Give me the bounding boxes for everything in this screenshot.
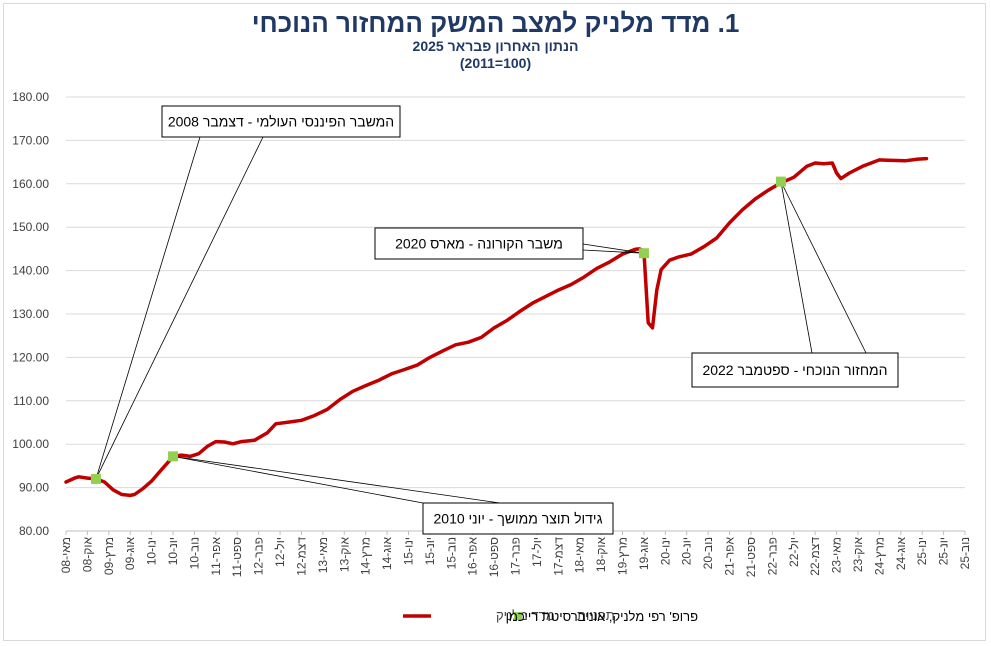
- x-tick-label: ספט-21: [744, 537, 758, 577]
- annotation-leader-line: [95, 136, 264, 480]
- chart-subtitle-base: (100=2011): [459, 55, 532, 71]
- annotation-leader-line: [780, 181, 813, 354]
- x-tick-label: מאי-13: [316, 537, 330, 573]
- x-tick-label: אוג-19: [637, 537, 651, 571]
- x-tick-label: דצמ-12: [294, 537, 308, 576]
- x-tick-label: דצמ-22: [808, 537, 822, 576]
- annotation-box: [374, 227, 584, 260]
- x-tick-label: יונ-20: [680, 537, 694, 565]
- chart-subtitle: הנתון האחרון פבראר 2025: [412, 38, 579, 54]
- x-tick-label: פבר-22: [765, 537, 779, 575]
- y-tick-label: 150.00: [12, 220, 49, 234]
- x-tick-label: ספט-16: [487, 537, 501, 577]
- x-tick-label: פבר-12: [252, 537, 266, 575]
- credit-text: פרופ' רפי מלניק, אוניברסיטת רייכמן: [505, 609, 698, 624]
- x-tick-label: אפר-16: [466, 537, 480, 576]
- turning-point-marker: [638, 248, 649, 259]
- x-tick-label: אוג-09: [123, 537, 137, 571]
- legend-series-label: מדד מלניק: [496, 608, 555, 623]
- x-tick-label: נוב-25: [958, 537, 972, 569]
- y-tick-label: 90.00: [19, 481, 49, 495]
- x-tick-label: אוק-08: [80, 537, 94, 573]
- annotation-text: המחזור הנוכחי - ספטמבר 2022: [702, 362, 887, 378]
- y-tick-label: 130.00: [12, 307, 49, 321]
- annotation-leader-line: [582, 249, 644, 254]
- y-tick-label: 160.00: [12, 177, 49, 191]
- y-tick-label: 120.00: [12, 350, 49, 364]
- y-tick-label: 180.00: [12, 90, 49, 104]
- chart-title: 1. מדד מלניק למצב המשק המחזור הנוכחי: [251, 8, 740, 38]
- x-tick-label: יונ-10: [166, 537, 180, 565]
- x-tick-label: יול-22: [787, 537, 801, 567]
- legend-marker-label: תפניות: [577, 608, 615, 623]
- x-tick-label: פבר-17: [509, 537, 523, 575]
- x-tick-label: אפר-11: [209, 537, 223, 576]
- x-tick-label: מרץ-24: [872, 537, 886, 575]
- annotation-text: המשבר הפיננסי העולמי - דצמבר 2008: [168, 114, 394, 130]
- x-tick-label: ינו-15: [401, 537, 415, 565]
- x-tick-label: אוק-23: [851, 537, 865, 573]
- x-tick-label: מרץ-09: [102, 537, 116, 575]
- annotation-leader-line: [172, 455, 424, 504]
- turning-point-marker: [775, 176, 786, 187]
- annotation-box: [161, 105, 401, 138]
- x-tick-label: יונ-25: [937, 537, 951, 565]
- x-tick-label: מאי-08: [59, 537, 73, 573]
- y-tick-label: 80.00: [19, 524, 49, 538]
- x-tick-label: ינו-10: [145, 537, 159, 565]
- series-line-melnick-index: [64, 156, 929, 498]
- y-tick-label: 170.00: [12, 133, 49, 147]
- chart-frame: [3, 3, 986, 641]
- x-tick-label: יול-12: [273, 537, 287, 567]
- x-tick-label: מאי-18: [573, 537, 587, 573]
- x-tick-label: נוב-15: [444, 537, 458, 569]
- x-tick-label: אפר-21: [723, 537, 737, 576]
- annotation-text: גידול תוצר ממושך - יוני 2010: [434, 511, 603, 527]
- turning-point-marker: [90, 473, 101, 484]
- x-tick-label: אוג-14: [380, 537, 394, 571]
- x-tick-label: נוב-10: [187, 537, 201, 569]
- x-tick-label: אוג-24: [894, 537, 908, 571]
- annotation-leader-line: [172, 455, 501, 504]
- x-tick-label: ספט-11: [230, 537, 244, 577]
- y-tick-label: 100.00: [12, 437, 49, 451]
- x-tick-label: ינו-25: [915, 537, 929, 565]
- x-tick-label: ינו-20: [658, 537, 672, 565]
- y-tick-label: 140.00: [12, 264, 49, 278]
- x-tick-label: אוק-13: [337, 537, 351, 573]
- annotation-box: [422, 502, 614, 535]
- annotation-text: משבר הקורונה - מארס 2020: [395, 236, 563, 252]
- x-tick-label: מרץ-14: [359, 537, 373, 575]
- annotation-leader-line: [95, 136, 201, 480]
- x-tick-label: מאי-23: [830, 537, 844, 573]
- x-tick-label: אוק-18: [594, 537, 608, 573]
- x-tick-label: מרץ-19: [616, 537, 630, 575]
- turning-point-marker: [168, 451, 179, 462]
- annotation-box: [691, 352, 899, 388]
- y-tick-label: 110.00: [13, 394, 49, 408]
- x-tick-label: יול-17: [530, 537, 544, 567]
- annotation-leader-line: [780, 181, 867, 354]
- x-tick-label: דצמ-17: [551, 537, 565, 576]
- annotation-leader-line: [582, 243, 644, 254]
- x-tick-label: יונ-15: [423, 537, 437, 565]
- legend-marker-swatch: [514, 612, 522, 620]
- x-tick-label: נוב-20: [701, 537, 715, 569]
